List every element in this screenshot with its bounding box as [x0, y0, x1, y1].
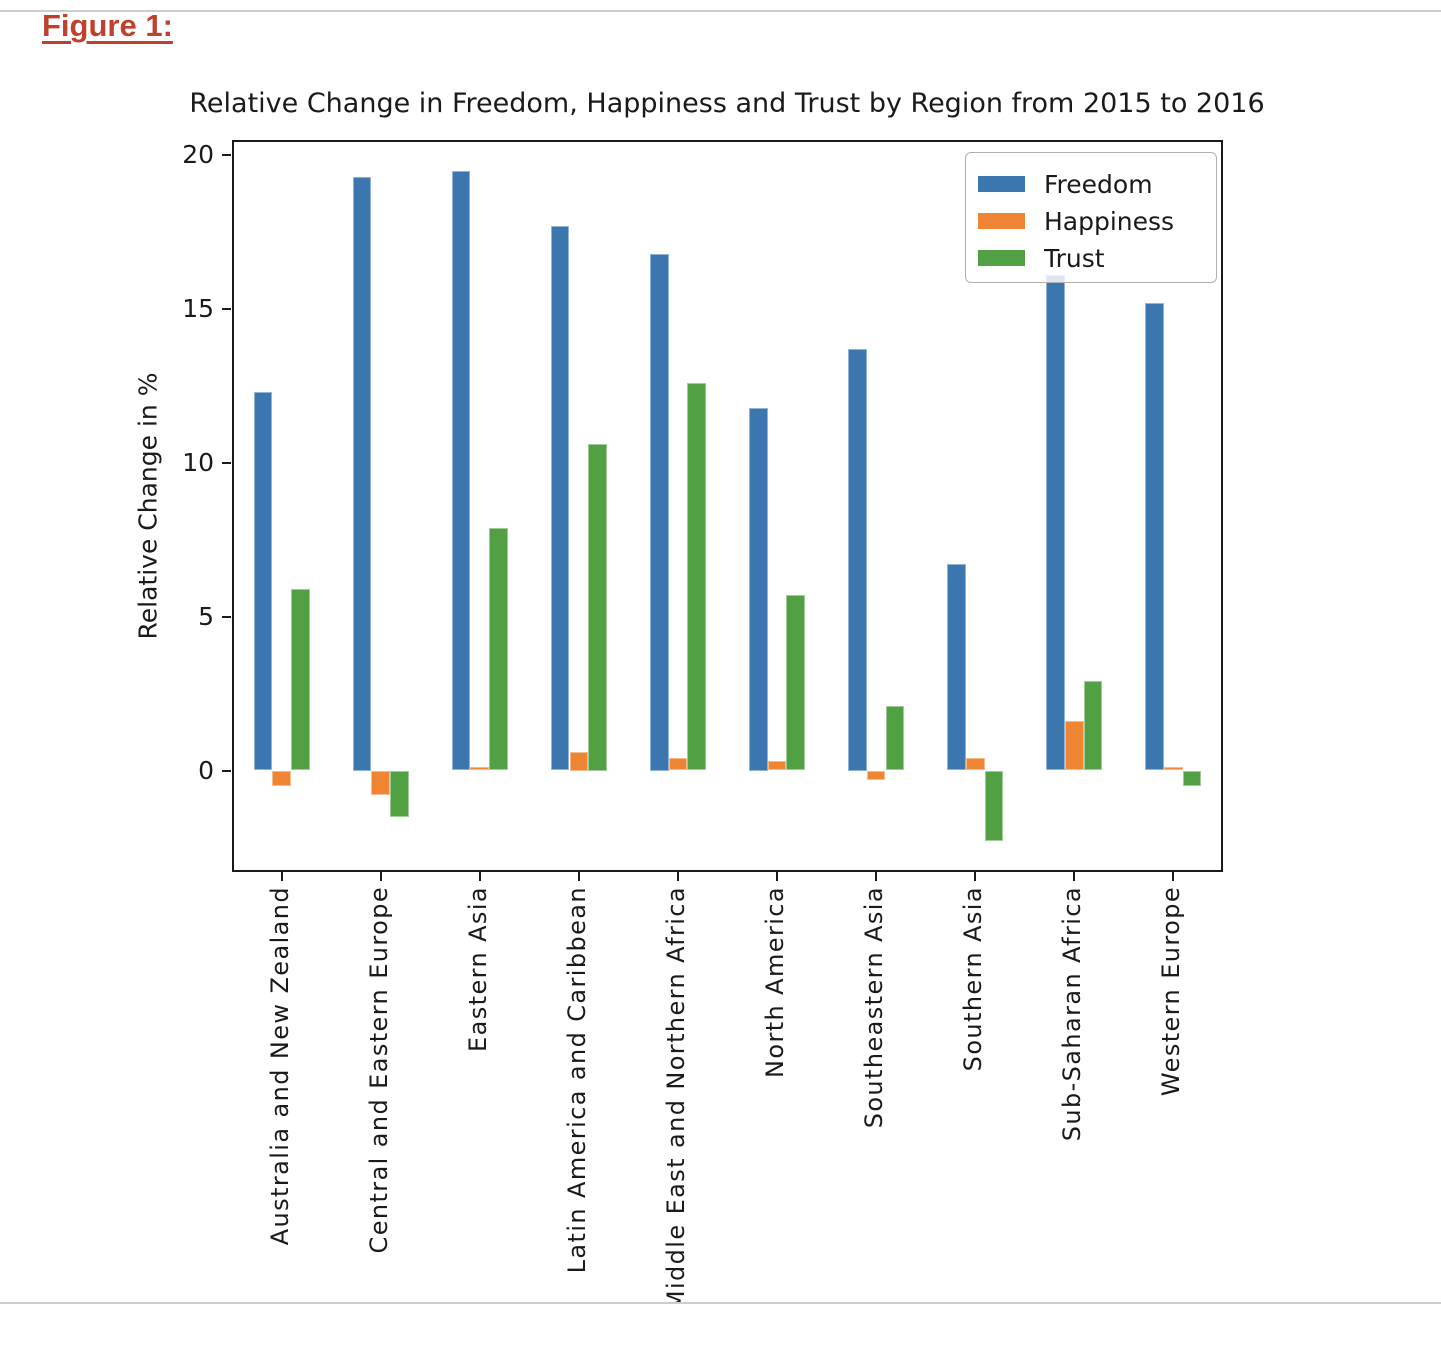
bar-happiness	[272, 770, 291, 786]
x-tick-label: Central and Eastern Europe	[364, 886, 393, 1254]
bar-trust	[588, 444, 607, 771]
bar-happiness	[371, 770, 390, 796]
bar-trust	[786, 595, 806, 771]
x-tick-mark	[577, 872, 580, 881]
y-tick-mark	[222, 769, 231, 772]
bar-happiness	[1065, 721, 1084, 771]
x-tick-label: North America	[761, 886, 790, 1078]
bar-freedom	[649, 253, 669, 771]
legend: Freedom Happiness Trust	[965, 152, 1217, 283]
bar-trust	[984, 770, 1004, 842]
y-tick-label: 20	[182, 140, 214, 170]
x-tick-mark	[1073, 872, 1076, 881]
legend-label: Happiness	[1044, 206, 1175, 236]
bar-happiness	[1164, 767, 1183, 771]
y-tick-label: 0	[198, 755, 214, 785]
y-tick-label: 5	[198, 601, 214, 631]
bar-happiness	[965, 758, 985, 771]
y-tick-mark	[222, 461, 231, 464]
y-tick-label: 15	[182, 294, 214, 324]
bar-happiness	[767, 761, 787, 771]
bar-freedom	[1046, 275, 1065, 771]
x-tick-mark	[1172, 872, 1175, 881]
legend-label: Trust	[1044, 243, 1105, 273]
x-tick-mark	[478, 872, 481, 881]
x-tick-label: Southeastern Asia	[860, 886, 889, 1129]
legend-swatch	[978, 250, 1025, 266]
bar-trust	[885, 705, 905, 771]
bar-happiness	[569, 752, 589, 771]
bar-trust	[687, 382, 706, 771]
bar-freedom	[1145, 303, 1165, 771]
bar-happiness	[668, 758, 688, 771]
x-tick-label: Middle East and Northern Africa	[661, 886, 690, 1302]
x-tick-label: Southern Asia	[959, 886, 988, 1072]
legend-swatch	[978, 176, 1025, 192]
x-tick-mark	[776, 872, 779, 881]
bar-trust	[1182, 770, 1202, 786]
x-tick-label: Australia and New Zealand	[265, 886, 294, 1246]
bar-happiness	[866, 770, 886, 780]
bar-trust	[489, 527, 508, 771]
figure-heading: Figure 1:	[42, 8, 173, 43]
x-tick-label: Western Europe	[1157, 886, 1186, 1097]
y-tick-label: 10	[182, 447, 214, 477]
chart-title: Relative Change in Freedom, Happiness an…	[189, 88, 1265, 119]
y-tick-mark	[222, 154, 231, 157]
bar-happiness	[470, 767, 490, 771]
x-tick-mark	[875, 872, 878, 881]
legend-entry-freedom: Freedom	[978, 166, 1216, 202]
y-tick-mark	[222, 308, 231, 311]
x-tick-mark	[379, 872, 382, 881]
bar-trust	[1083, 681, 1103, 771]
bottom-divider	[0, 1302, 1441, 1304]
legend-entry-happiness: Happiness	[978, 203, 1216, 239]
bar-freedom	[451, 170, 471, 771]
figure: Figure 1: Relative Change in Freedom, Ha…	[42, 8, 1265, 1302]
plot-area	[232, 140, 1223, 872]
bar-freedom	[352, 176, 372, 771]
x-tick-mark	[974, 872, 977, 881]
x-tick-label: Sub-Saharan Africa	[1058, 886, 1087, 1142]
x-tick-label: Latin America and Caribbean	[562, 886, 591, 1274]
x-tick-label: Eastern Asia	[463, 886, 492, 1052]
x-tick-mark	[280, 872, 283, 881]
bar-freedom	[947, 564, 966, 771]
x-tick-mark	[676, 872, 679, 881]
legend-label: Freedom	[1044, 169, 1153, 199]
bar-trust	[290, 589, 310, 771]
bar-freedom	[749, 407, 768, 771]
y-tick-mark	[222, 615, 231, 618]
legend-swatch	[978, 213, 1025, 229]
top-divider	[0, 10, 1441, 12]
bar-freedom	[848, 349, 867, 771]
legend-entry-trust: Trust	[978, 240, 1216, 276]
bar-freedom	[550, 226, 570, 771]
y-axis-label: Relative Change in %	[133, 372, 163, 640]
bar-freedom	[253, 392, 273, 771]
bar-trust	[390, 770, 409, 817]
